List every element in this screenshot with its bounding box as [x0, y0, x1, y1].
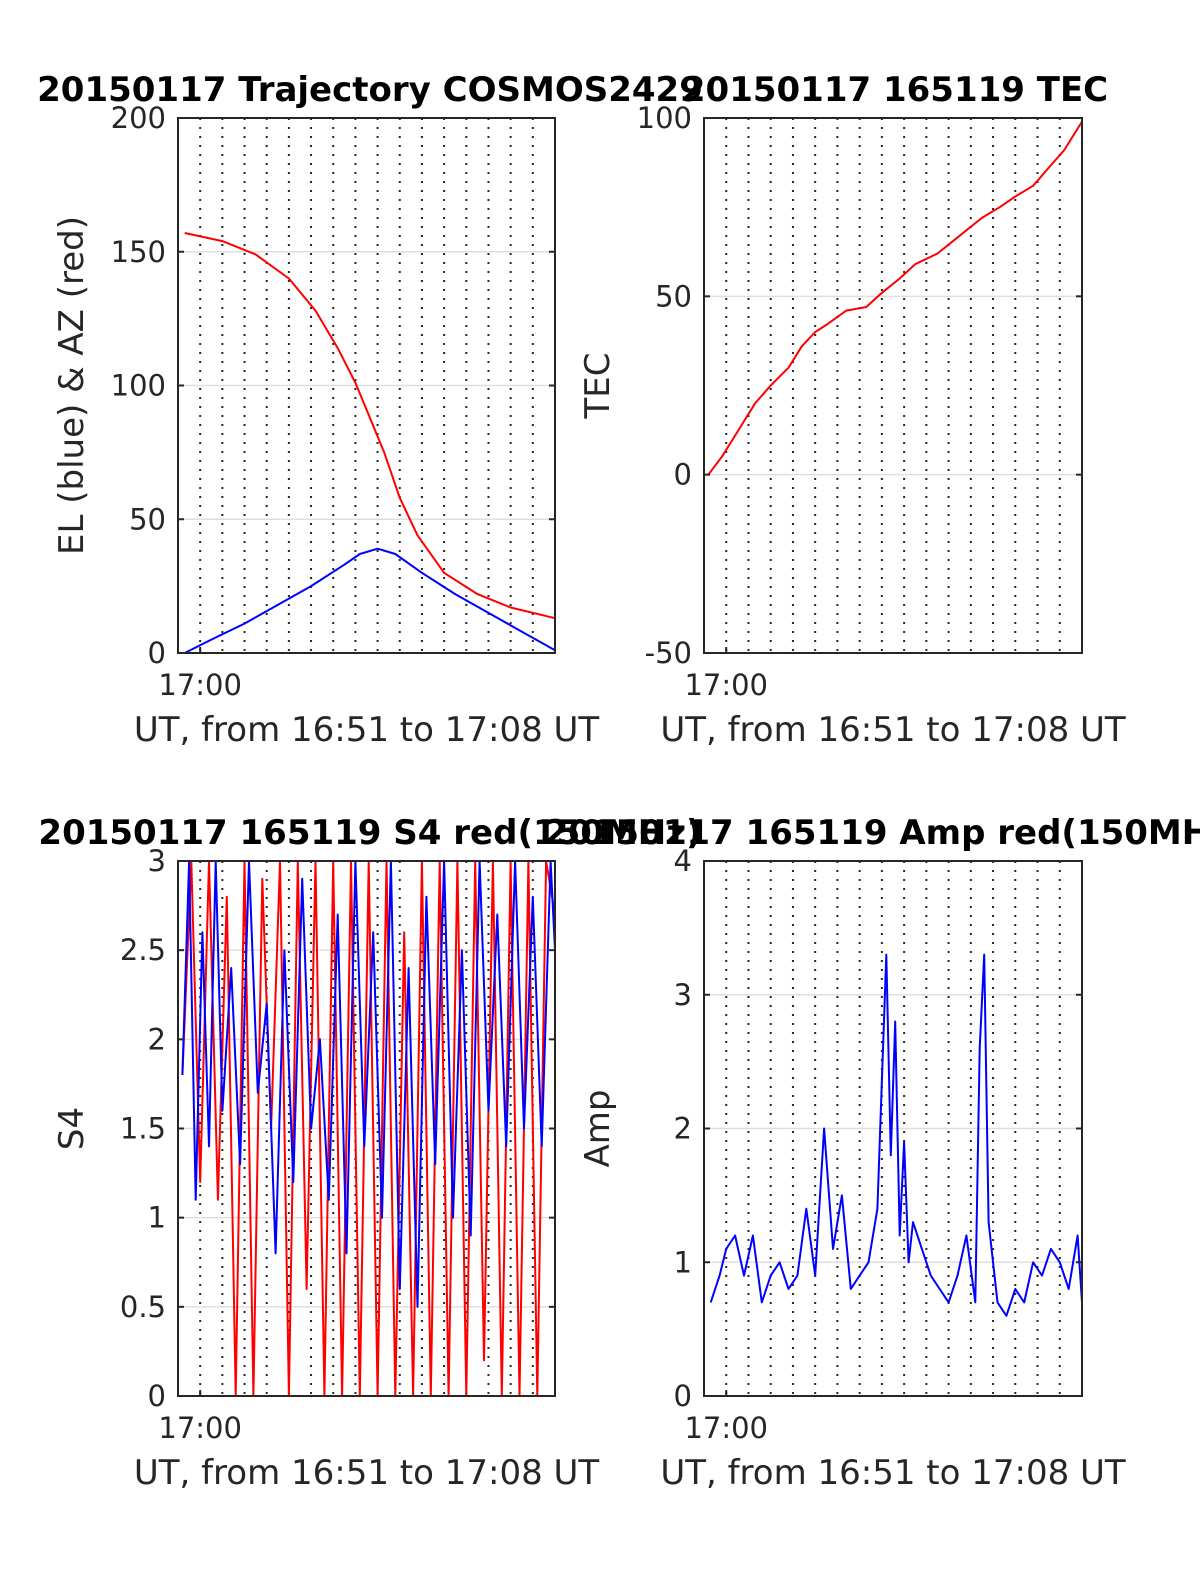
y-tick-label: 1.5: [120, 1112, 166, 1146]
y-tick-label: 3: [674, 978, 692, 1012]
y-tick-label: 0.5: [120, 1290, 166, 1324]
panel-trajectory: 0 50 100 150 200 17:00 20150117 Trajectory CO…: [37, 70, 703, 750]
x-tick-label: 17:00: [684, 668, 768, 702]
plot-frame: [177, 117, 556, 654]
y-tick-label: 2: [674, 1112, 692, 1146]
x-tick-label: 17:00: [158, 668, 242, 702]
y-axis-label: TEC: [578, 353, 618, 420]
panel-s4: 0 0.5 1 1.5 2 2.5 3 17:00 20150117 165119 S4 re…: [38, 813, 701, 1493]
x-tick-label: 17:00: [158, 1411, 242, 1445]
y-tick-label: -50: [645, 636, 692, 670]
plot-frame: [177, 860, 556, 1397]
series-line: [709, 953, 1083, 1317]
plot-frame: [703, 117, 1083, 654]
x-axis-label: UT, from 16:51 to 17:08 UT: [660, 1453, 1126, 1493]
y-tick-label: 2: [148, 1022, 166, 1056]
y-tick-label: 4: [674, 844, 692, 878]
y-tick-label: 3: [148, 844, 166, 878]
series-line: [707, 121, 1083, 476]
y-tick-label: 50: [129, 502, 166, 536]
x-tick-label: 17:00: [684, 1411, 768, 1445]
y-tick-label: 200: [111, 101, 166, 135]
y-axis-label: Amp: [578, 1090, 618, 1168]
chart-title: 20150117 165119 TEC: [682, 70, 1108, 110]
chart-title: 20150117 165119 Amp red(150MHz): [544, 813, 1200, 853]
y-tick-label: 100: [111, 369, 166, 403]
y-tick-label: 100: [637, 101, 692, 135]
y-tick-label: 1: [674, 1245, 692, 1279]
y-tick-label: 50: [655, 279, 692, 313]
panel-tec: -50 0 50 100 17:00 20150117 165119 TEC UT, f…: [578, 70, 1126, 750]
series-line: [181, 860, 556, 1308]
plot-frame: [703, 860, 1083, 1397]
y-tick-label: 150: [111, 235, 166, 269]
y-tick-label: 1: [148, 1201, 166, 1235]
y-tick-label: 2.5: [120, 933, 166, 967]
series-line: [184, 547, 556, 654]
y-tick-label: 0: [148, 636, 166, 670]
y-axis-label: EL (blue) & AZ (red): [52, 216, 92, 555]
chart-title: 20150117 165119 S4 red(150MHz): [38, 813, 701, 853]
series-line: [184, 232, 556, 620]
y-tick-label: 0: [674, 458, 692, 492]
y-tick-label: 0: [148, 1379, 166, 1413]
panel-amp: 0 1 2 3 4 17:00 20150117 165119 Amp red(150MH…: [544, 813, 1200, 1493]
chart-title: 20150117 Trajectory COSMOS2429: [37, 70, 703, 110]
x-axis-label: UT, from 16:51 to 17:08 UT: [134, 710, 600, 750]
x-axis-label: UT, from 16:51 to 17:08 UT: [134, 1453, 600, 1493]
x-axis-label: UT, from 16:51 to 17:08 UT: [660, 710, 1126, 750]
y-axis-label: S4: [52, 1107, 92, 1150]
y-tick-label: 0: [674, 1379, 692, 1413]
